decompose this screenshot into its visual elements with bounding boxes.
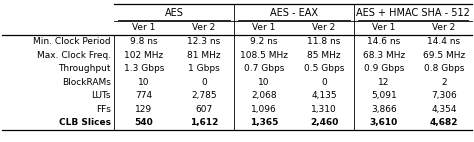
Text: 10: 10 bbox=[138, 78, 150, 87]
Text: 14.6 ns: 14.6 ns bbox=[367, 37, 401, 46]
Text: BlockRAMs: BlockRAMs bbox=[62, 78, 111, 87]
Text: AES - EAX: AES - EAX bbox=[270, 8, 318, 17]
Text: 0.8 Gbps: 0.8 Gbps bbox=[424, 64, 464, 73]
Text: 14.4 ns: 14.4 ns bbox=[428, 37, 461, 46]
Text: 0.9 Gbps: 0.9 Gbps bbox=[364, 64, 404, 73]
Text: 69.5 MHz: 69.5 MHz bbox=[423, 51, 465, 60]
Text: 1,612: 1,612 bbox=[190, 118, 218, 127]
Text: 129: 129 bbox=[136, 105, 153, 114]
Text: 0: 0 bbox=[321, 78, 327, 87]
Text: 68.3 MHz: 68.3 MHz bbox=[363, 51, 405, 60]
Text: Ver 1: Ver 1 bbox=[372, 23, 396, 33]
Text: Ver 1: Ver 1 bbox=[132, 23, 155, 33]
Text: 4,135: 4,135 bbox=[311, 91, 337, 100]
Text: 5,091: 5,091 bbox=[371, 91, 397, 100]
Text: 9.8 ns: 9.8 ns bbox=[130, 37, 158, 46]
Text: 1,096: 1,096 bbox=[251, 105, 277, 114]
Text: 11.8 ns: 11.8 ns bbox=[307, 37, 341, 46]
Text: 0: 0 bbox=[201, 78, 207, 87]
Text: 12.3 ns: 12.3 ns bbox=[187, 37, 220, 46]
Text: 1 Gbps: 1 Gbps bbox=[188, 64, 220, 73]
Text: 607: 607 bbox=[195, 105, 213, 114]
Text: 3,610: 3,610 bbox=[370, 118, 398, 127]
Text: CLB Slices: CLB Slices bbox=[59, 118, 111, 127]
Text: 4,354: 4,354 bbox=[431, 105, 457, 114]
Text: Ver 2: Ver 2 bbox=[432, 23, 456, 33]
Text: 1,310: 1,310 bbox=[311, 105, 337, 114]
Text: AES + HMAC SHA - 512: AES + HMAC SHA - 512 bbox=[356, 8, 470, 17]
Text: Ver 2: Ver 2 bbox=[312, 23, 336, 33]
Text: Throughput: Throughput bbox=[58, 64, 111, 73]
Text: Min. Clock Period: Min. Clock Period bbox=[33, 37, 111, 46]
Text: 7,306: 7,306 bbox=[431, 91, 457, 100]
Text: 2,785: 2,785 bbox=[191, 91, 217, 100]
Text: 540: 540 bbox=[135, 118, 154, 127]
Text: 10: 10 bbox=[258, 78, 270, 87]
Text: FFs: FFs bbox=[96, 105, 111, 114]
Text: 0.5 Gbps: 0.5 Gbps bbox=[304, 64, 344, 73]
Text: AES: AES bbox=[164, 8, 183, 17]
Text: 1.3 Gbps: 1.3 Gbps bbox=[124, 64, 164, 73]
Text: 2,460: 2,460 bbox=[310, 118, 338, 127]
Text: 774: 774 bbox=[136, 91, 153, 100]
Text: 108.5 MHz: 108.5 MHz bbox=[240, 51, 288, 60]
Text: 2: 2 bbox=[441, 78, 447, 87]
Text: 0.7 Gbps: 0.7 Gbps bbox=[244, 64, 284, 73]
Text: 9.2 ns: 9.2 ns bbox=[250, 37, 278, 46]
Text: 85 MHz: 85 MHz bbox=[307, 51, 341, 60]
Text: 81 MHz: 81 MHz bbox=[187, 51, 221, 60]
Text: 102 MHz: 102 MHz bbox=[124, 51, 164, 60]
Text: 4,682: 4,682 bbox=[430, 118, 458, 127]
Text: Ver 2: Ver 2 bbox=[192, 23, 216, 33]
Text: 12: 12 bbox=[378, 78, 390, 87]
Text: 3,866: 3,866 bbox=[371, 105, 397, 114]
Text: LUTs: LUTs bbox=[91, 91, 111, 100]
Text: Max. Clock Freq.: Max. Clock Freq. bbox=[37, 51, 111, 60]
Text: 1,365: 1,365 bbox=[250, 118, 278, 127]
Text: Ver 1: Ver 1 bbox=[252, 23, 276, 33]
Text: 2,068: 2,068 bbox=[251, 91, 277, 100]
